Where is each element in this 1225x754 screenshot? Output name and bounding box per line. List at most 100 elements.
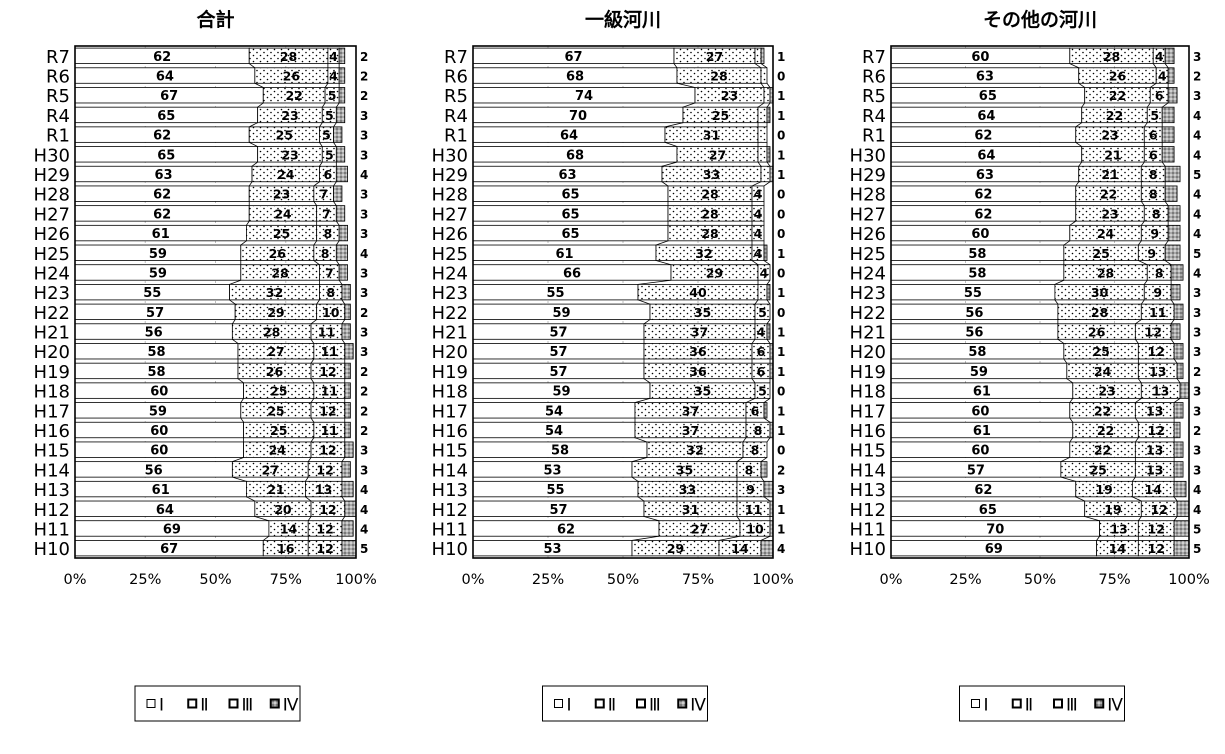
- bar-segment-3: [751, 224, 765, 242]
- series-line: [1081, 102, 1086, 108]
- series-line: [1078, 82, 1085, 88]
- data-label: 60: [150, 444, 168, 459]
- data-label: 61: [152, 227, 170, 242]
- series-line: [307, 516, 312, 521]
- data-label: 64: [560, 129, 578, 144]
- series-line: [319, 122, 323, 128]
- legend-swatch-4: [677, 698, 688, 709]
- data-label: 13: [1149, 364, 1166, 379]
- legend-label: Ⅰ: [984, 696, 989, 716]
- category-label: R1: [444, 126, 468, 147]
- data-label: 4: [1158, 69, 1167, 84]
- series-line: [1069, 398, 1074, 403]
- data-label: 30: [1091, 285, 1109, 300]
- bar-segment-3: [757, 126, 768, 143]
- data-label: 4: [360, 483, 368, 497]
- bar-segment-4: [1173, 520, 1190, 537]
- bar-segment-4: [1167, 67, 1175, 84]
- category-label: H23: [34, 283, 70, 304]
- series-line: [766, 299, 771, 305]
- data-label: 56: [145, 326, 163, 341]
- category-label: H13: [432, 480, 468, 501]
- bar-segment-4: [1164, 47, 1175, 64]
- data-label: 65: [561, 227, 579, 242]
- category-label: H15: [34, 441, 70, 462]
- category-label: R6: [46, 67, 70, 88]
- category-label: H21: [34, 323, 70, 344]
- data-label: 23: [281, 147, 298, 162]
- x-tick-label: 25%: [949, 572, 981, 588]
- data-label: 2: [1193, 70, 1201, 84]
- data-label: 3: [1193, 463, 1201, 477]
- series-line: [319, 161, 323, 167]
- data-label: 58: [147, 365, 165, 380]
- data-label: 5: [1150, 108, 1159, 123]
- data-label: 22: [1094, 443, 1111, 458]
- x-tick-label: 25%: [129, 572, 161, 588]
- series-line: [1138, 260, 1148, 266]
- series-line: [257, 102, 264, 108]
- data-label: 14: [1145, 482, 1163, 497]
- series-line: [634, 437, 648, 443]
- data-label: 3: [1193, 404, 1201, 418]
- data-label: 62: [974, 207, 992, 222]
- data-label: 12: [1148, 541, 1165, 556]
- data-label: 3: [360, 463, 368, 477]
- bar-segment-4: [763, 480, 774, 498]
- bar-segment-4: [1176, 500, 1190, 517]
- data-label: 63: [976, 70, 994, 85]
- series-line: [307, 457, 312, 462]
- bar-segment-3: [760, 67, 768, 84]
- series-line: [1138, 240, 1142, 246]
- series-line: [760, 457, 768, 462]
- series-line: [673, 63, 678, 69]
- x-tick-label: 100%: [752, 572, 793, 588]
- data-label: 14: [731, 541, 749, 556]
- category-label: H27: [850, 204, 886, 225]
- bar-segment-4: [335, 165, 348, 183]
- series-line: [1170, 319, 1175, 325]
- x-tick-label: 100%: [1168, 572, 1209, 588]
- bar-segment-4: [1161, 106, 1175, 124]
- series-line: [1140, 299, 1145, 305]
- data-label: 57: [549, 345, 567, 360]
- data-label: 59: [149, 266, 167, 281]
- data-label: 12: [316, 541, 333, 556]
- data-label: 3: [360, 207, 368, 221]
- bar-segment-4: [344, 441, 354, 458]
- data-label: 4: [360, 168, 368, 182]
- series-line: [643, 378, 651, 384]
- data-label: 9: [1153, 285, 1162, 300]
- series-line: [1170, 339, 1175, 344]
- bar-segment-3: [751, 205, 765, 222]
- series-line: [321, 102, 326, 108]
- series-line: [1173, 398, 1181, 403]
- data-label: 24: [277, 167, 295, 182]
- data-label: 6: [757, 344, 766, 359]
- bar-segment-4: [1164, 244, 1181, 261]
- data-label: 53: [543, 463, 561, 478]
- series-line: [1140, 201, 1145, 206]
- data-label: 3: [360, 286, 368, 300]
- series-line: [1146, 102, 1151, 108]
- data-label: 23: [281, 108, 298, 123]
- data-label: 65: [157, 109, 175, 124]
- data-label: 23: [1101, 206, 1118, 221]
- series-line: [1140, 220, 1145, 226]
- category-label: H30: [34, 145, 70, 166]
- data-label: 57: [549, 365, 567, 380]
- data-label: 57: [146, 306, 164, 321]
- data-label: 35: [694, 384, 711, 399]
- data-label: 1: [777, 50, 785, 64]
- series-line: [341, 457, 346, 462]
- data-label: 55: [546, 483, 564, 498]
- legend-swatch-2: [594, 698, 605, 709]
- series-line: [310, 358, 315, 364]
- data-label: 4: [757, 325, 766, 340]
- x-tick-label: 0%: [879, 572, 902, 588]
- series-line: [736, 516, 741, 521]
- data-label: 37: [691, 325, 708, 340]
- series-line: [763, 398, 771, 403]
- bar-segment-4: [1173, 303, 1184, 320]
- data-label: 4: [360, 503, 368, 517]
